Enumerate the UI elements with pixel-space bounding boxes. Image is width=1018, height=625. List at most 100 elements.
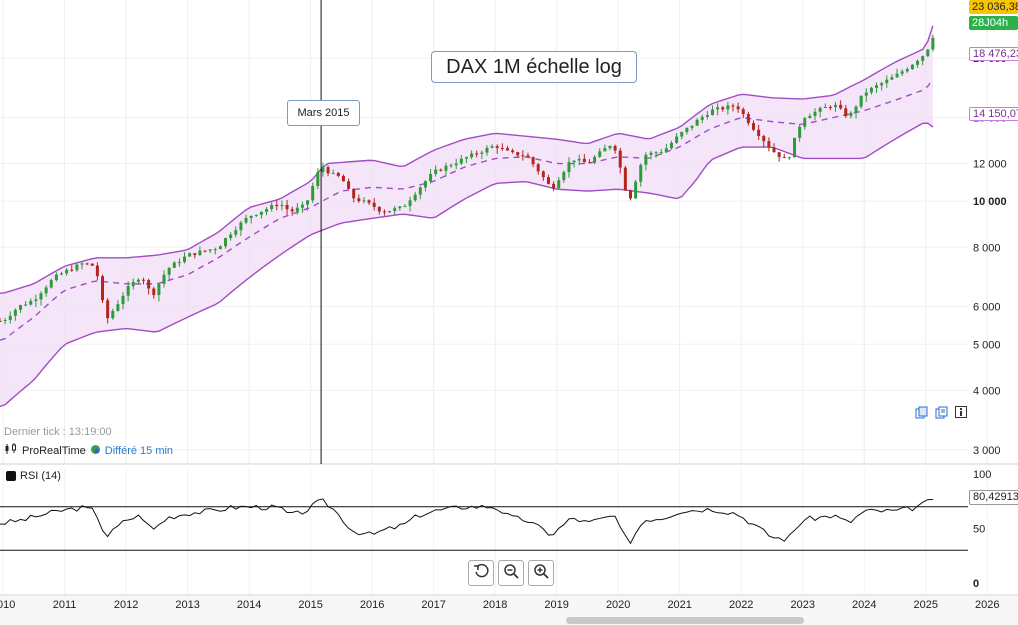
candle-body [921, 56, 925, 61]
time-tick-label: 2026 [975, 599, 999, 611]
candle-body [177, 262, 181, 264]
candle-body [152, 288, 156, 296]
candle-body [285, 204, 289, 210]
candle-body [485, 147, 489, 153]
candle-body [429, 174, 433, 182]
reset-view-button[interactable] [468, 560, 494, 586]
candle-body [49, 280, 53, 288]
time-tick-label: 2018 [483, 599, 507, 611]
time-tick-label: 2020 [606, 599, 630, 611]
candle-body [0, 320, 2, 322]
candle-body [890, 77, 894, 80]
candle-body [116, 304, 120, 311]
time-tick-label: 2017 [421, 599, 445, 611]
candle-body [593, 156, 597, 163]
rsi-color-swatch [6, 471, 16, 481]
candle-body [500, 147, 504, 149]
candle-body [234, 230, 238, 235]
duplicate-icon[interactable] [934, 405, 948, 419]
candle-body [649, 152, 653, 155]
candle-body [880, 83, 884, 86]
chart-title: DAX 1M échelle log [431, 51, 637, 83]
candle-body [444, 165, 448, 171]
candle-body [757, 129, 761, 137]
candle-body [24, 304, 28, 306]
candle-body [685, 127, 689, 133]
candle-body [905, 69, 909, 72]
rsi-legend[interactable]: RSI (14) [6, 470, 61, 482]
candle-body [183, 256, 187, 263]
candle-icon [4, 443, 18, 458]
candle-body [572, 160, 576, 163]
price-tick-label: 3 000 [973, 445, 1001, 457]
candle-body [336, 172, 340, 176]
candlestick-series [0, 34, 935, 325]
candle-body [798, 126, 802, 138]
candle-body [470, 153, 474, 158]
candle-body [669, 142, 673, 149]
zoom-in-button[interactable] [528, 560, 554, 586]
rsi-label-text: RSI (14) [20, 470, 61, 482]
candle-body [80, 263, 84, 265]
brand-name: ProRealTime [22, 444, 86, 457]
candle-body [618, 150, 622, 168]
candle-body [85, 263, 89, 265]
candle-body [362, 200, 366, 202]
candle-body [326, 167, 330, 174]
candle-body [603, 148, 607, 152]
candle-body [849, 112, 853, 117]
candle-body [306, 200, 310, 205]
zoom-out-icon [503, 563, 519, 584]
candle-body [690, 125, 694, 128]
candle-body [721, 107, 725, 110]
info-icon[interactable] [954, 405, 968, 419]
copy-icon[interactable] [914, 405, 928, 419]
candle-body [480, 152, 484, 154]
last-tick-info: Dernier tick : 13:19:00 [4, 426, 112, 438]
chart-tools [914, 405, 968, 419]
candle-body [777, 152, 781, 158]
candle-body [352, 188, 356, 199]
data-delay-link[interactable]: Différé 15 min [104, 444, 174, 457]
time-tick-label: 2015 [298, 599, 322, 611]
candle-body [623, 167, 627, 191]
zoom-toolbar [468, 560, 554, 586]
reset-icon [473, 563, 489, 584]
zoom-out-button[interactable] [498, 560, 524, 586]
time-scrollbar[interactable] [566, 617, 804, 624]
candle-body [839, 104, 843, 109]
time-tick-label: 2025 [913, 599, 937, 611]
candle-body [582, 158, 586, 163]
candle-body [90, 263, 94, 266]
bollinger-lower [0, 122, 934, 408]
candle-body [567, 162, 571, 173]
candle-body [60, 273, 64, 275]
candle-body [818, 107, 822, 112]
candle-body [388, 210, 392, 213]
candle-body [208, 249, 212, 251]
candle-body [562, 172, 566, 181]
candle-body [511, 150, 515, 153]
bollinger-bands [0, 25, 934, 408]
candle-body [505, 148, 509, 151]
candle-body [290, 209, 294, 212]
candle-body [834, 104, 838, 107]
time-axis-bg [0, 595, 1018, 625]
candle-body [270, 204, 274, 210]
candle-body [75, 264, 79, 271]
candle-body [218, 246, 222, 250]
price-tick-label: 12 000 [973, 159, 1007, 171]
candle-body [213, 249, 217, 251]
candle-body [111, 310, 115, 319]
candle-body [552, 183, 556, 189]
candle-body [885, 79, 889, 84]
candle-body [803, 118, 807, 127]
brand-bar: ProRealTime Différé 15 min [4, 443, 173, 458]
candle-body [101, 276, 105, 301]
candle-body [357, 198, 361, 202]
candle-body [254, 214, 258, 216]
candle-body [367, 200, 371, 203]
candle-body [275, 204, 279, 207]
status-dot-icon [90, 444, 101, 458]
